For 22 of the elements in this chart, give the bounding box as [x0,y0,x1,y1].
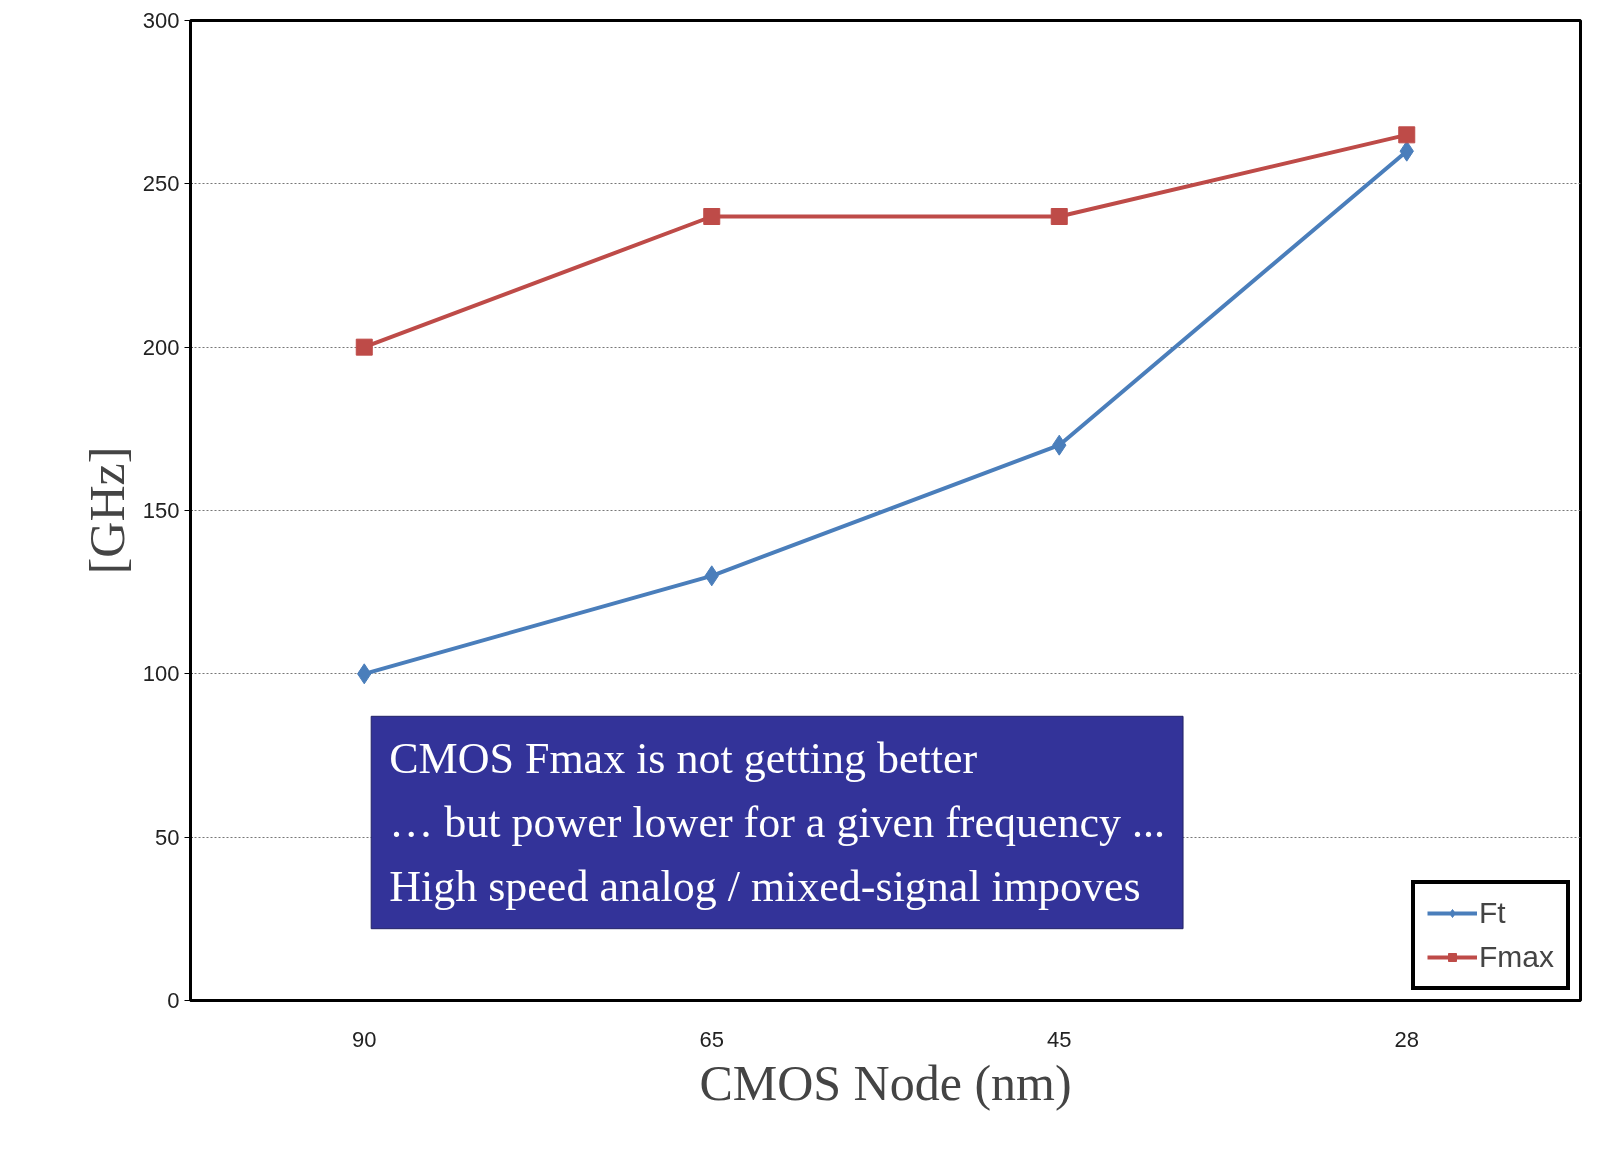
annotation: CMOS Fmax is not getting better [389,734,978,784]
point [1050,208,1068,225]
y-axis-title: [GHz] [78,446,135,575]
y-tick-label: 150 [142,498,180,523]
y-tick-label: 0 [167,988,180,1013]
y-tick-label: 300 [142,8,180,33]
legend-label: Fmax [1479,940,1554,974]
point [703,208,721,225]
y-tick-label: 50 [155,824,180,850]
point [1398,126,1416,144]
x-tick-label: 28 [1394,1026,1419,1052]
point [355,338,373,356]
legend-label: Ft [1479,896,1506,930]
annotation: High speed analog / mixed-signal impoves [389,861,1141,911]
annotation: … but power lower for a given frequency ... [389,798,1166,847]
x-tick-label: 90 [352,1026,377,1052]
y-tick-label: 200 [142,334,180,360]
y-tick-label: 250 [142,171,180,197]
x-axis-title: CMOS Node (nm) [699,1054,1072,1111]
x-tick-label: 65 [699,1026,724,1052]
y-tick-label: 100 [142,661,180,687]
x-tick-label: 45 [1047,1026,1072,1052]
